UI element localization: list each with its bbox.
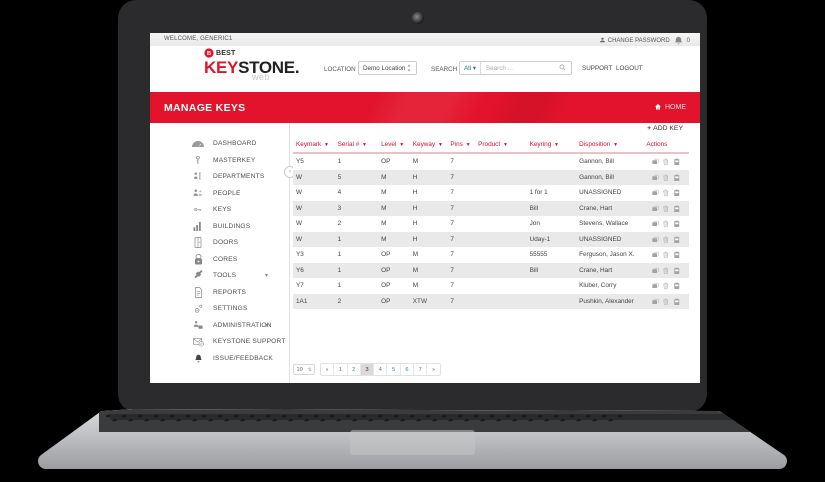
svg-text:B: B xyxy=(207,51,211,57)
